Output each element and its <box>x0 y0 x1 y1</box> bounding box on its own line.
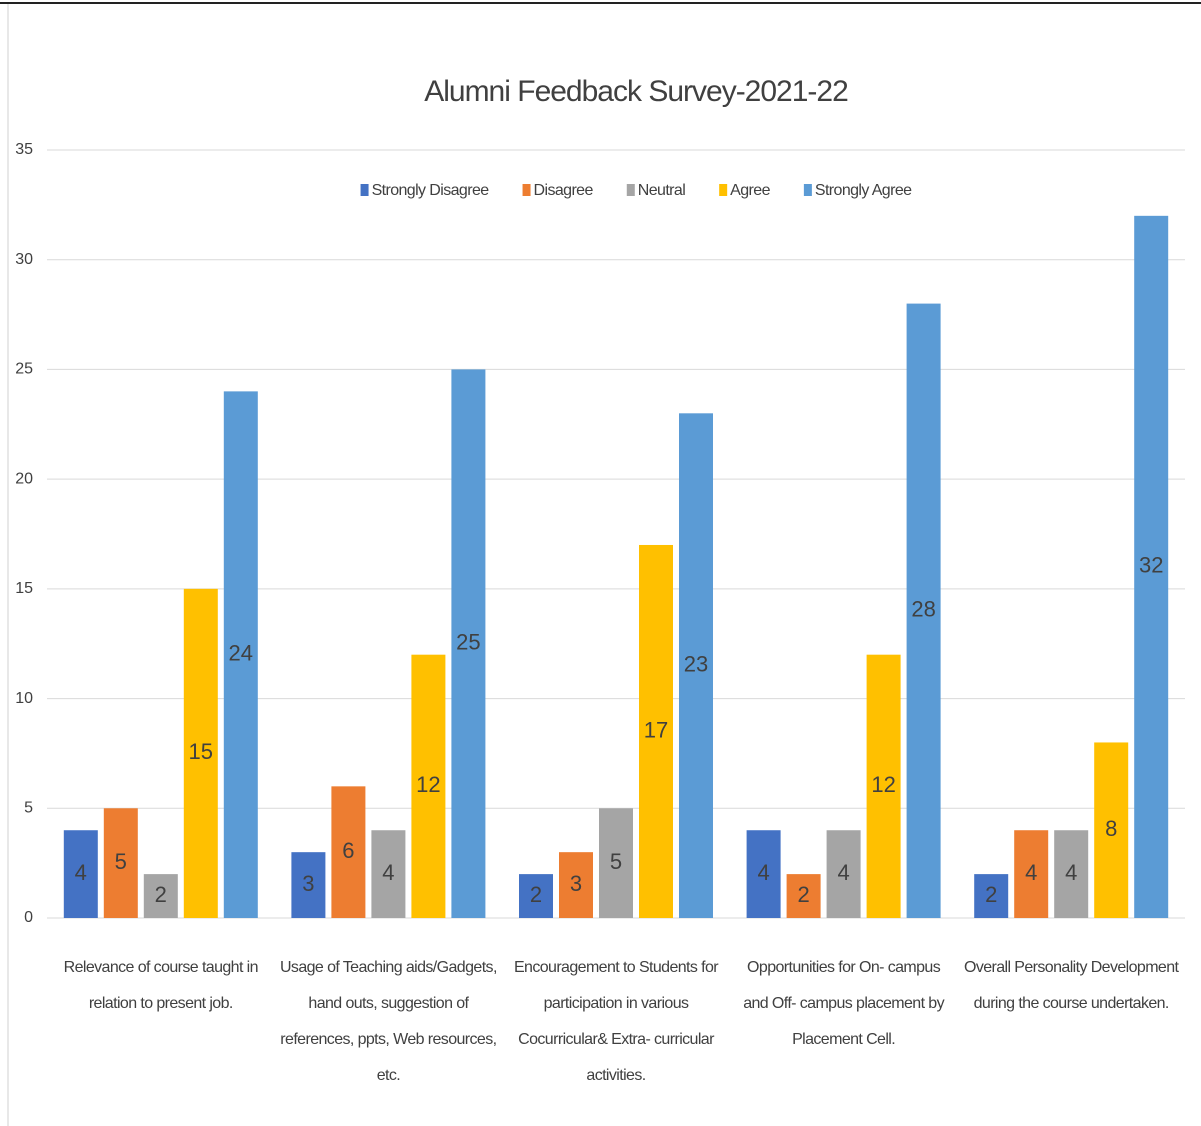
data-label: 4 <box>382 860 394 885</box>
bar <box>599 808 633 918</box>
bar <box>1054 830 1089 918</box>
legend-label: Strongly Agree <box>815 182 912 199</box>
data-label: 2 <box>797 882 809 907</box>
y-tick-label: 30 <box>15 251 33 268</box>
data-label: 23 <box>684 651 708 676</box>
bar <box>223 391 258 918</box>
data-label: 4 <box>837 860 849 885</box>
bar <box>331 786 366 918</box>
bar <box>679 413 713 918</box>
y-tick-label: 15 <box>15 580 33 597</box>
bar <box>906 303 941 919</box>
chart-title: Alumni Feedback Survey-2021-22 <box>424 75 848 108</box>
data-label: 2 <box>155 882 167 907</box>
bar <box>291 852 326 918</box>
data-label: 3 <box>570 871 582 896</box>
bar <box>559 852 593 918</box>
y-tick-label: 0 <box>24 909 33 926</box>
bar <box>411 654 446 918</box>
data-label: 4 <box>1065 860 1077 885</box>
bar <box>519 874 553 918</box>
data-label: 32 <box>1139 553 1163 578</box>
y-tick-label: 25 <box>15 361 33 378</box>
data-label: 2 <box>530 882 542 907</box>
bar <box>451 369 486 918</box>
data-label: 24 <box>229 640 253 665</box>
data-label: 5 <box>115 849 127 874</box>
y-tick-label: 35 <box>15 141 33 158</box>
bar <box>1134 215 1169 919</box>
legend-label: Neutral <box>638 182 685 199</box>
bar <box>1014 830 1049 918</box>
legend-label: Agree <box>730 182 770 199</box>
x-tick-label: Usage of Teaching aids/Gadgets, hand out… <box>279 959 497 1084</box>
data-label: 4 <box>757 860 769 885</box>
bar <box>826 830 861 918</box>
data-label: 6 <box>342 838 354 863</box>
data-label: 5 <box>610 849 622 874</box>
bar <box>746 830 781 918</box>
data-label: 3 <box>302 871 314 896</box>
legend-swatch <box>719 184 728 196</box>
bar <box>103 808 138 918</box>
bar <box>143 874 178 918</box>
legend-swatch <box>522 184 531 196</box>
bar <box>183 588 218 918</box>
x-tick-label: Relevance of course taught in relation t… <box>63 959 259 1012</box>
data-label: 17 <box>644 717 668 742</box>
legend-swatch <box>360 184 369 196</box>
data-label: 2 <box>985 882 997 907</box>
bar <box>866 654 901 918</box>
x-tick-label: Opportunities for On- campus and Off- ca… <box>743 959 944 1048</box>
bar <box>1094 742 1129 918</box>
data-label: 4 <box>1025 860 1037 885</box>
y-tick-label: 10 <box>15 690 33 707</box>
data-label: 4 <box>75 860 87 885</box>
legend-swatch <box>626 184 635 196</box>
data-label: 15 <box>189 739 213 764</box>
bar <box>639 544 673 918</box>
y-tick-label: 20 <box>15 470 33 487</box>
legend-label: Strongly Disagree <box>372 182 490 199</box>
data-label: 12 <box>871 772 895 797</box>
data-label: 12 <box>416 772 440 797</box>
bar <box>974 874 1009 918</box>
data-label: 28 <box>911 597 935 622</box>
bar <box>786 874 821 918</box>
x-tick-label: Encouragement to Students for participat… <box>513 959 719 1084</box>
data-label: 8 <box>1105 816 1117 841</box>
legend-swatch <box>803 184 812 196</box>
legend-label: Disagree <box>534 182 594 199</box>
x-tick-label: Overall Personality Development during t… <box>963 959 1179 1012</box>
bar <box>371 830 406 918</box>
bar <box>63 830 98 918</box>
data-label: 25 <box>456 630 480 655</box>
y-tick-label: 5 <box>24 800 33 817</box>
